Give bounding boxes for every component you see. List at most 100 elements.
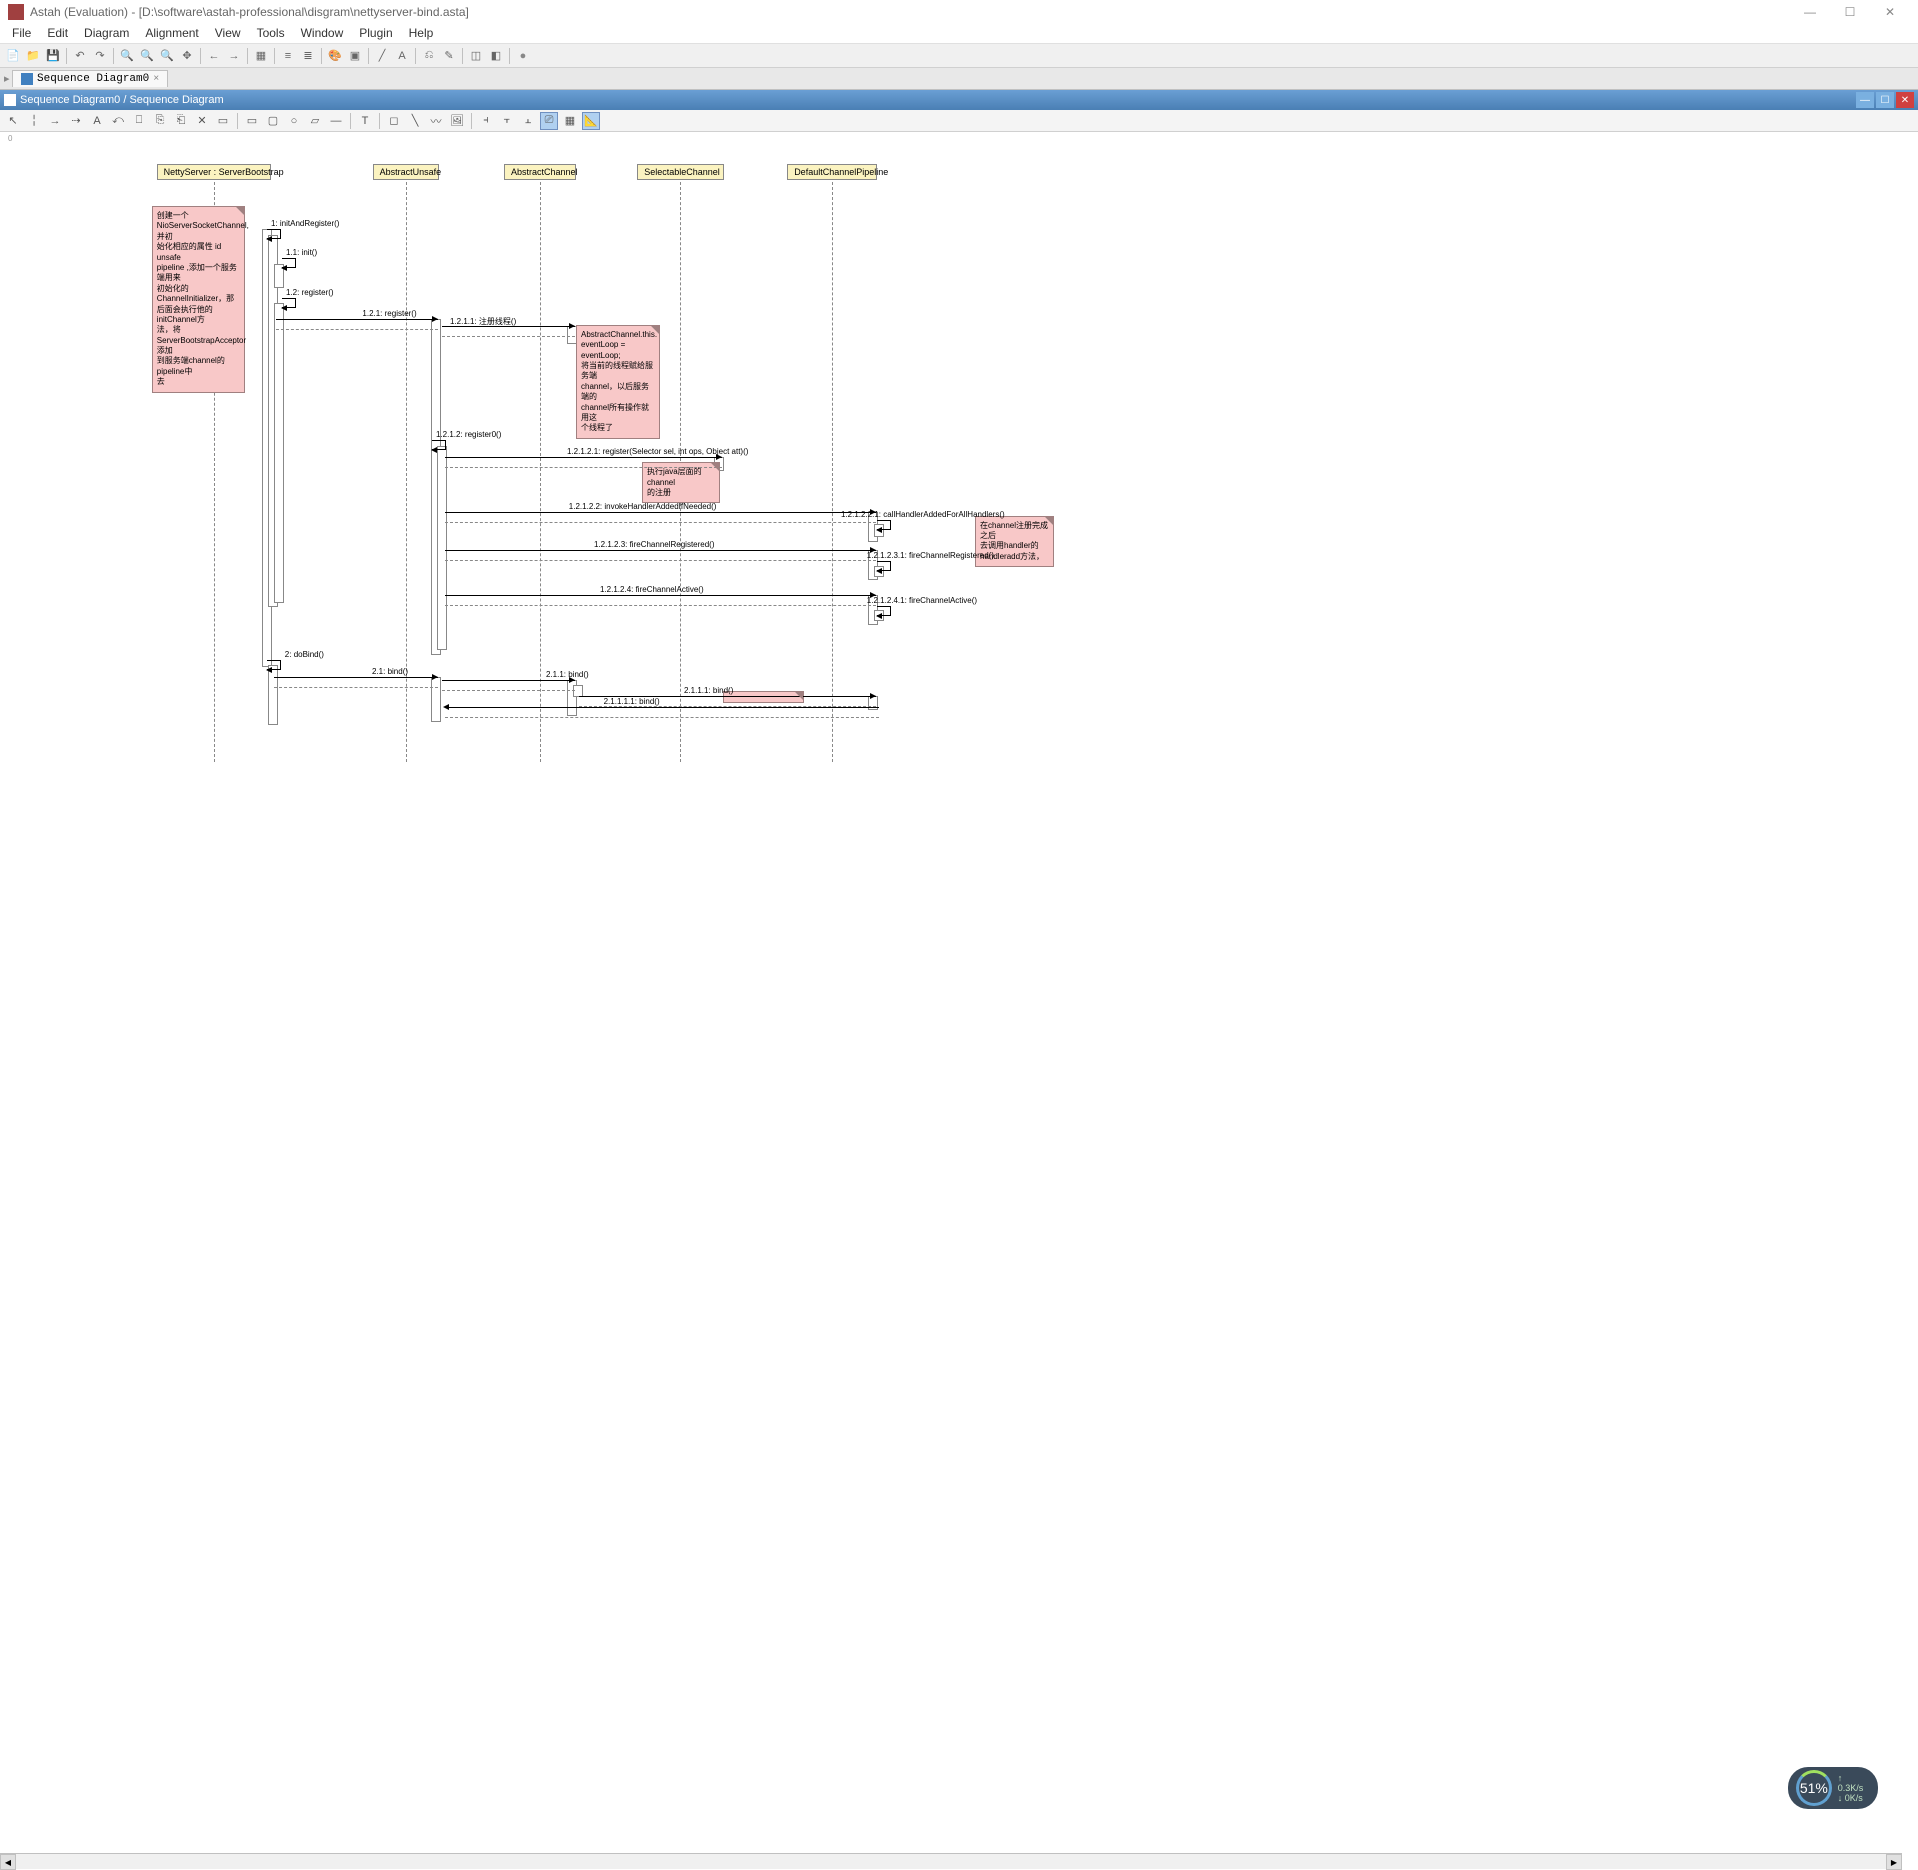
text-icon[interactable]: A [393, 47, 411, 65]
line2-icon[interactable]: ╲ [406, 112, 424, 130]
create-msg-icon[interactable]: A [88, 112, 106, 130]
image-icon[interactable]: 🖼 [448, 112, 466, 130]
async-msg-icon[interactable]: ⇢ [67, 112, 85, 130]
tool-a-icon[interactable]: ⎌ [420, 47, 438, 65]
menu-plugin[interactable]: Plugin [351, 24, 400, 43]
minimize-panel-button[interactable]: — [1856, 92, 1874, 108]
scroll-track[interactable] [16, 1854, 1886, 1869]
ruler-icon[interactable]: 📐 [582, 112, 600, 130]
message-label[interactable]: 1.2.1.2.3: fireChannelRegistered() [594, 540, 715, 549]
lifeline-box[interactable]: NettyServer : ServerBootstrap [157, 164, 271, 180]
save-icon[interactable]: 💾 [44, 47, 62, 65]
tool-d-icon[interactable]: ◧ [487, 47, 505, 65]
activation-bar[interactable] [437, 446, 447, 650]
open-icon[interactable]: 📁 [24, 47, 42, 65]
maximize-panel-button[interactable]: ☐ [1876, 92, 1894, 108]
message-label[interactable]: 1.2.1.2.4.1: fireChannelActive() [867, 596, 977, 605]
diagram-note[interactable]: AbstractChannel.this.eventLoop = eventLo… [576, 325, 660, 439]
message-label[interactable]: 1.1: init() [286, 248, 317, 257]
menu-edit[interactable]: Edit [39, 24, 76, 43]
align-v-icon[interactable]: ⫟ [498, 112, 516, 130]
menu-help[interactable]: Help [401, 24, 442, 43]
message-label[interactable]: 1.2.1.2.2.1: callHandlerAddedForAllHandl… [841, 510, 1005, 519]
ellipse-icon[interactable]: ○ [285, 112, 303, 130]
tool3-icon[interactable]: ⎗ [172, 112, 190, 130]
message-label[interactable]: 2.1.1.1.1: bind() [604, 697, 660, 706]
lifeline-tool-icon[interactable]: ╎ [25, 112, 43, 130]
message-label[interactable]: 1.2.1.2.3.1: fireChannelRegistered() [867, 551, 994, 560]
align-h-icon[interactable]: ⫞ [477, 112, 495, 130]
close-panel-button[interactable]: ✕ [1896, 92, 1914, 108]
menu-window[interactable]: Window [293, 24, 352, 43]
maximize-button[interactable]: ☐ [1830, 0, 1870, 24]
move-icon[interactable]: ✥ [178, 47, 196, 65]
menu-tools[interactable]: Tools [249, 24, 293, 43]
tab-close-icon[interactable]: × [153, 74, 159, 85]
tool-c-icon[interactable]: ◫ [467, 47, 485, 65]
message-label[interactable]: 1.2.1.2: register0() [436, 430, 501, 439]
undo-icon[interactable]: ↶ [71, 47, 89, 65]
message-label[interactable]: 2.1: bind() [372, 667, 408, 676]
rect-icon[interactable]: ▭ [243, 112, 261, 130]
message-label[interactable]: 2.1.1.1: bind() [684, 686, 733, 695]
lifeline-box[interactable]: AbstractChannel [504, 164, 576, 180]
sequence-diagram-canvas[interactable]: NettyServer : ServerBootstrap AbstractUns… [0, 132, 1900, 1182]
scroll-right-icon[interactable]: ▶ [1886, 1854, 1902, 1870]
snap-icon[interactable]: ⎚ [540, 112, 558, 130]
tab-handle-icon[interactable]: ▸ [4, 72, 12, 85]
grid2-icon[interactable]: ▦ [561, 112, 579, 130]
activation-bar[interactable] [274, 303, 284, 603]
message-label[interactable]: 2: doBind() [285, 650, 324, 659]
message-label[interactable]: 1.2.1.2.2: invokeHandlerAddedIfNeeded() [569, 502, 717, 511]
message-label[interactable]: 2.1.1: bind() [546, 670, 589, 679]
diagram-note[interactable]: 创建一个NioServerSocketChannel,并初始化相应的属性 id … [152, 206, 245, 393]
align2-icon[interactable]: ≣ [299, 47, 317, 65]
sync-msg-icon[interactable]: → [46, 112, 64, 130]
record-icon[interactable]: ● [514, 47, 532, 65]
reply-msg-icon[interactable]: ⤺ [109, 112, 127, 130]
tool2-icon[interactable]: ⎘ [151, 112, 169, 130]
zoom-in-icon[interactable]: 🔍 [118, 47, 136, 65]
scroll-left-icon[interactable]: ◀ [0, 1854, 16, 1870]
paint-icon[interactable]: 🎨 [326, 47, 344, 65]
zoom-out-icon[interactable]: 🔍 [138, 47, 156, 65]
fill-icon[interactable]: ▣ [346, 47, 364, 65]
lifeline-box[interactable]: DefaultChannelPipeline [787, 164, 877, 180]
tool-b-icon[interactable]: ✎ [440, 47, 458, 65]
curve-icon[interactable]: 〰 [427, 112, 445, 130]
select-tool-icon[interactable]: ↖ [4, 112, 22, 130]
horizontal-scrollbar[interactable]: ◀ ▶ [0, 1853, 1902, 1869]
message-label[interactable]: 1.2.1.2.4: fireChannelActive() [600, 585, 704, 594]
note-icon[interactable]: ▱ [306, 112, 324, 130]
lifeline-box[interactable]: AbstractUnsafe [373, 164, 439, 180]
tab-sequence-diagram[interactable]: Sequence Diagram0 × [12, 70, 168, 87]
zoom-fit-icon[interactable]: 🔍 [158, 47, 176, 65]
message-label[interactable]: 1.2.1: register() [362, 309, 416, 318]
message-label[interactable]: 1: initAndRegister() [271, 219, 339, 228]
activation-bar[interactable] [431, 677, 441, 722]
grid-icon[interactable]: ▦ [252, 47, 270, 65]
menu-view[interactable]: View [207, 24, 249, 43]
lifeline-box[interactable]: SelectableChannel [637, 164, 723, 180]
tool-icon[interactable]: ⎕ [130, 112, 148, 130]
redo-icon[interactable]: ↷ [91, 47, 109, 65]
distribute-icon[interactable]: ⫠ [519, 112, 537, 130]
line-icon[interactable]: — [327, 112, 345, 130]
rect2-icon[interactable]: ▢ [264, 112, 282, 130]
activation-bar[interactable] [268, 665, 278, 725]
arrow-right-icon[interactable]: → [225, 47, 243, 65]
new-icon[interactable]: 📄 [4, 47, 22, 65]
text-tool-icon[interactable]: T [356, 112, 374, 130]
menu-file[interactable]: File [4, 24, 39, 43]
system-monitor-widget[interactable]: 51% ↑ 0.3K/s ↓ 0K/s [1788, 1767, 1878, 1809]
canvas-area[interactable]: 0 NettyServer : ServerBootstrapAbstractU… [0, 132, 1918, 1869]
menu-diagram[interactable]: Diagram [76, 24, 137, 43]
diagram-note-empty[interactable] [723, 691, 804, 703]
frame-icon[interactable]: ▭ [214, 112, 232, 130]
message-label[interactable]: 1.2: register() [286, 288, 334, 297]
align-icon[interactable]: ≡ [279, 47, 297, 65]
menu-alignment[interactable]: Alignment [137, 24, 206, 43]
line-icon[interactable]: ╱ [373, 47, 391, 65]
arrow-left-icon[interactable]: ← [205, 47, 223, 65]
close-button[interactable]: ✕ [1870, 0, 1910, 24]
